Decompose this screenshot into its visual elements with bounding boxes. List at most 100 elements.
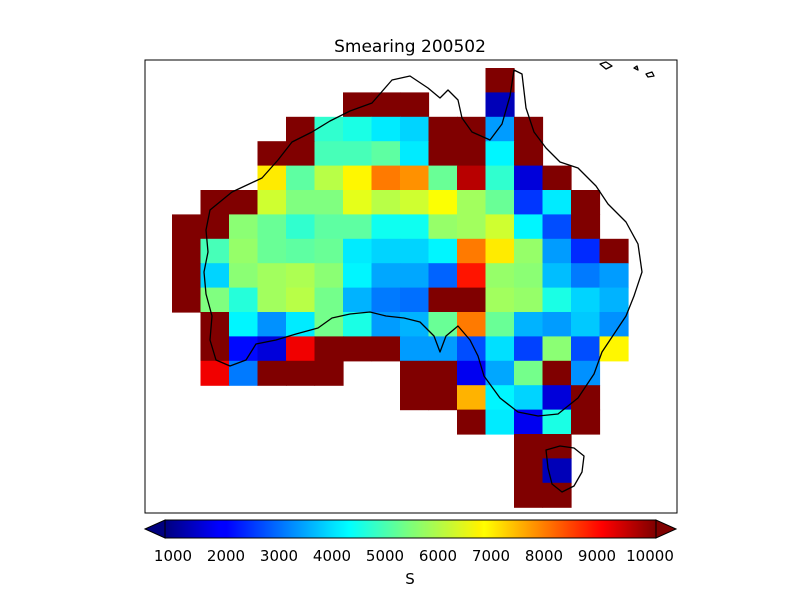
heatmap-cell [457,360,487,386]
island-north [599,61,613,70]
heatmap-cell [257,141,287,167]
colorbar-extend-low [143,519,166,539]
heatmap-cell [514,312,544,337]
heatmap-cell [343,141,373,167]
heatmap-cells [172,68,629,508]
heatmap-cell [229,238,259,264]
heatmap-cell [400,385,430,411]
heatmap-cell [314,336,344,362]
heatmap-cell [343,214,373,240]
heatmap-cell [542,190,572,215]
heatmap-cell [428,238,458,264]
heatmap-cell [514,458,544,484]
colorbar-tick-label: 8000 [525,547,563,565]
heatmap-cell [229,263,259,289]
heatmap-cell [542,238,572,264]
heatmap-cell [542,409,572,435]
heatmap-cell [485,68,515,93]
heatmap-cell [286,214,316,240]
heatmap-cell [400,116,430,142]
heatmap-cell [599,238,629,264]
heatmap-cell [343,287,373,313]
heatmap-cell [257,287,287,313]
heatmap-cell [371,238,401,264]
heatmap-cell [485,336,515,362]
heatmap-cell [400,238,430,264]
heatmap-cell [542,336,572,362]
heatmap-cell [257,190,287,215]
heatmap-cell [428,263,458,289]
heatmap-cell [485,165,515,191]
heatmap-cell [172,238,202,264]
heatmap-cell [400,312,430,337]
heatmap-cell [257,238,287,264]
heatmap-cell [542,263,572,289]
heatmap-cell [428,287,458,313]
heatmap-cell [428,312,458,337]
heatmap-cell [314,287,344,313]
heatmap-cell [286,165,316,191]
heatmap-cell [229,190,259,215]
heatmap-cell [428,336,458,362]
heatmap-cell [343,263,373,289]
heatmap-cell [428,214,458,240]
colorbar-tick-label: 6000 [419,547,457,565]
heatmap-cell [314,190,344,215]
heatmap-cell [314,263,344,289]
heatmap-cell [457,190,487,215]
heatmap-cell [343,116,373,142]
heatmap-cell [371,287,401,313]
heatmap-cell [457,116,487,142]
heatmap-cell [314,165,344,191]
heatmap-cell [371,336,401,362]
heatmap-cell [400,165,430,191]
heatmap-cell [571,336,601,362]
heatmap-cell [172,287,202,313]
colorbar-tick-label: 9000 [578,547,616,565]
heatmap-cell [286,360,316,386]
heatmap-cell [542,312,572,337]
heatmap-cell [343,165,373,191]
heatmap-cell [314,238,344,264]
heatmap-cell [400,287,430,313]
colorbar-tick-label: 4000 [313,547,351,565]
heatmap-cell [400,263,430,289]
colorbar-tick-label: 10000 [626,547,674,565]
heatmap-cell [514,214,544,240]
heatmap-cell [514,482,544,508]
heatmap-cell [514,409,544,435]
heatmap-cell [457,238,487,264]
heatmap-cell [400,190,430,215]
heatmap-cell [257,214,287,240]
heatmap-cell [457,385,487,411]
heatmap-cell [371,141,401,167]
heatmap-cell [514,434,544,459]
heatmap-cell [514,141,544,167]
heatmap-cell [314,360,344,386]
heatmap-cell [485,263,515,289]
heatmap-cell [229,312,259,337]
colorbar-tick-label: 7000 [472,547,510,565]
heatmap-cell [485,360,515,386]
island-small-1 [633,65,639,71]
heatmap-cell [457,336,487,362]
colorbar-ticks: 1000 2000 3000 4000 5000 6000 7000 8000 9000 1000… [154,547,674,565]
heatmap-cell [286,190,316,215]
colorbar-label: S [405,570,415,588]
map-frame [144,59,678,514]
heatmap-cell [571,409,601,435]
heatmap-cell [485,190,515,215]
heatmap-cell [542,360,572,386]
heatmap-cell [485,141,515,167]
heatmap-cell [428,360,458,386]
heatmap-cell [371,165,401,191]
heatmap-cell [428,190,458,215]
heatmap-cell [343,238,373,264]
heatmap-cell [571,312,601,337]
heatmap-cell [485,287,515,313]
heatmap-cell [343,336,373,362]
colorbar-tick-label: 1000 [154,547,192,565]
heatmap-cell [542,165,572,191]
heatmap-cell [400,336,430,362]
heatmap-cell [514,165,544,191]
